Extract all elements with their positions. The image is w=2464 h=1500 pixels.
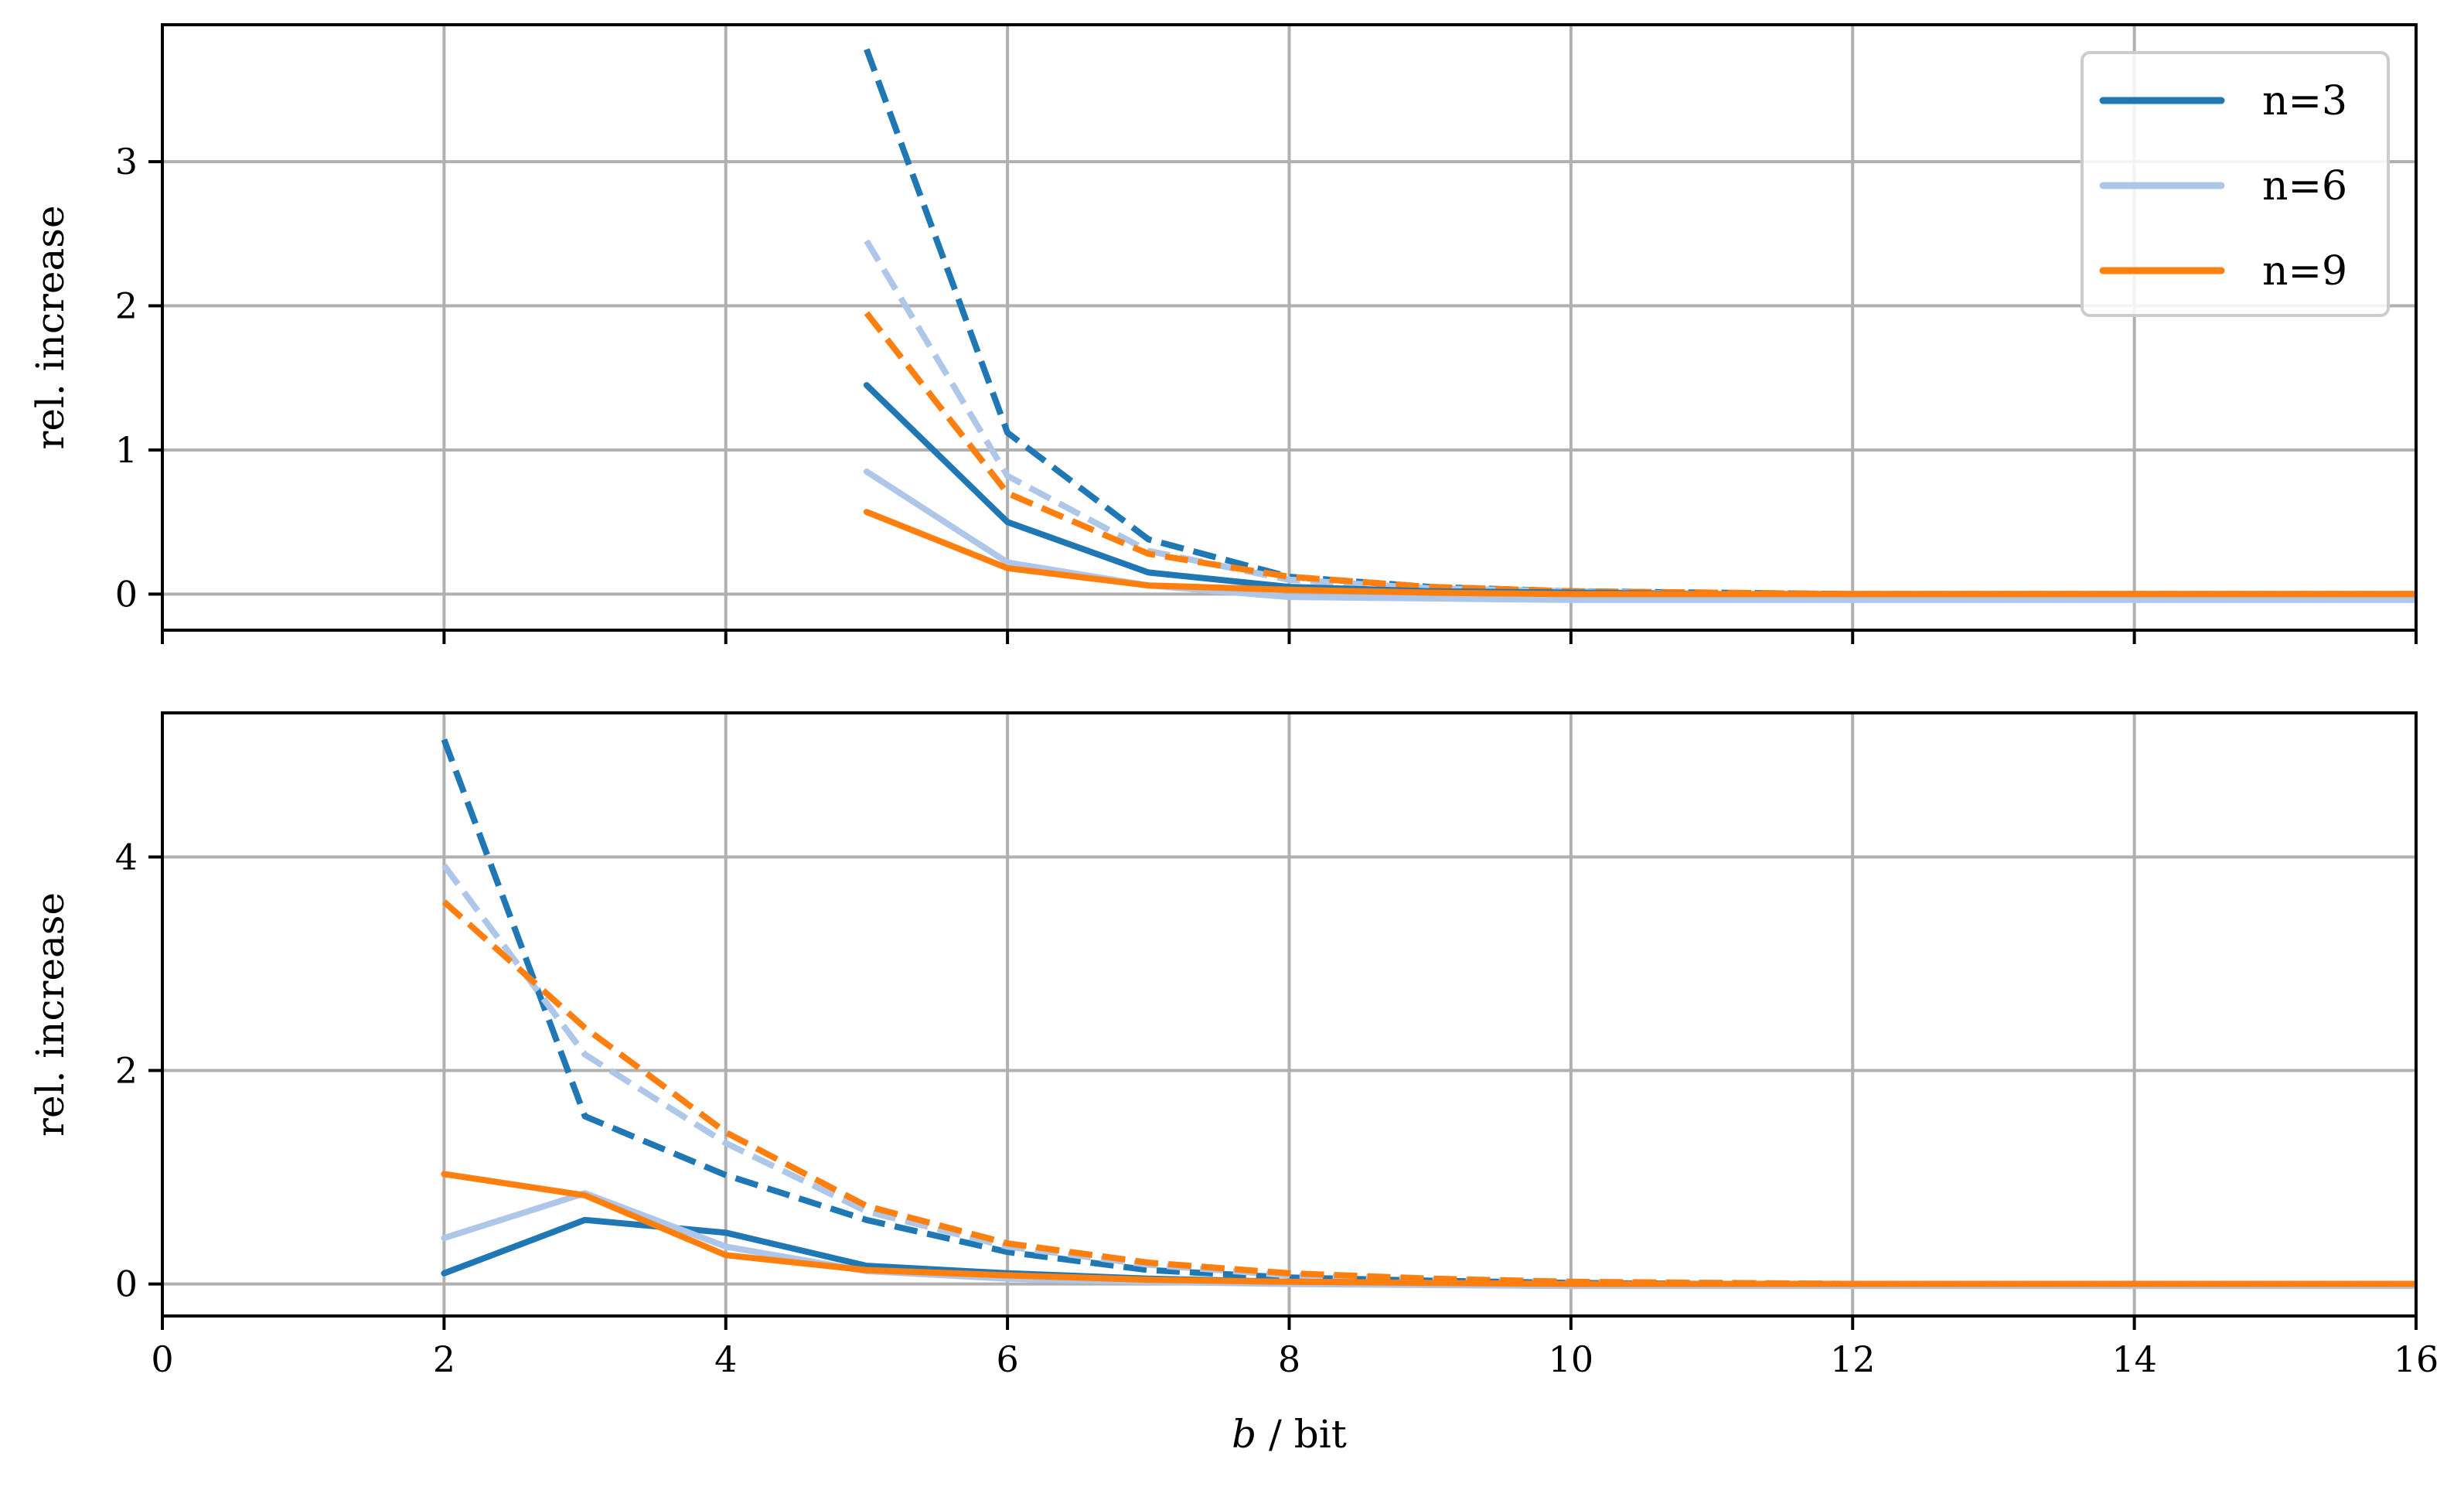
legend-label: n=6 [2262, 163, 2347, 210]
x-tick-label: 0 [151, 1338, 173, 1380]
x-tick-label: 4 [714, 1338, 737, 1380]
legend-label: n=9 [2262, 248, 2347, 295]
x-tick-label: 2 [433, 1338, 455, 1380]
top-panel: 0 1 2 3 rel. increase [28, 23, 2418, 644]
y-tick-label: 2 [115, 1049, 138, 1091]
x-tick-label: 12 [1830, 1338, 1876, 1380]
y-tick-label: 0 [115, 1263, 138, 1305]
bottom-panel: 0 2 4 6 8 10 12 14 16 0 2 4 rel. increase b / bit [28, 711, 2439, 1457]
x-tick-label: 8 [1278, 1338, 1300, 1380]
series-line-n6-dashed [441, 864, 2416, 1287]
y-tick-label: 4 [115, 836, 138, 878]
y-tick-label: 3 [115, 141, 138, 182]
y-axis-label: rel. increase [28, 205, 73, 449]
legend: n=3 n=6 n=9 [2081, 51, 2390, 317]
legend-box [2081, 51, 2390, 317]
y-tick-label: 1 [115, 429, 138, 471]
x-axis-label: b / bit [1232, 1412, 1347, 1457]
series-line-n9-solid [863, 509, 2416, 598]
x-tick-label: 16 [2394, 1338, 2439, 1380]
x-tick-label: 6 [996, 1338, 1018, 1380]
y-tick-label: 0 [115, 573, 138, 615]
x-tick-label: 14 [2111, 1338, 2157, 1380]
y-axis-label: rel. increase [28, 892, 73, 1137]
series-line-n9-solid [441, 1171, 2416, 1287]
y-tick-label: 2 [115, 285, 138, 327]
x-tick-label: 10 [1549, 1338, 1594, 1380]
legend-label: n=3 [2262, 78, 2347, 124]
